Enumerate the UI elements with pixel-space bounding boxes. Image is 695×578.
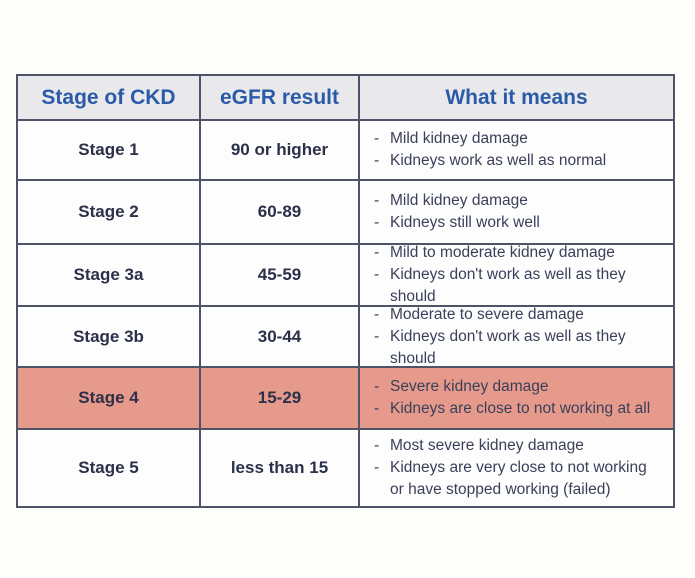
stage-cell-highlighted: Stage 4 <box>18 368 199 428</box>
meaning-text: Most severe kidney damage <box>390 437 584 454</box>
header-egfr-result: eGFR result <box>201 76 358 119</box>
meaning-line: - Mild to moderate kidney damage <box>374 242 667 264</box>
bullet-dash: - <box>374 214 380 231</box>
bullet-dash: - <box>374 152 380 169</box>
egfr-cell: 90 or higher <box>201 121 358 179</box>
meaning-text: Kidneys are close to not working at all <box>390 400 651 417</box>
stage-cell: Stage 3a <box>18 245 199 305</box>
meaning-cell: - Mild to moderate kidney damage - Kidneys… <box>360 242 673 308</box>
meaning-text: Mild kidney damage <box>390 192 528 209</box>
meaning-line: - Kidneys still work well <box>374 212 667 234</box>
bullet-dash: - <box>374 459 380 476</box>
meaning-line: - Kidneys work as well as normal <box>374 150 667 172</box>
stage-cell: Stage 5 <box>18 430 199 506</box>
bullet-dash: - <box>374 378 380 395</box>
meaning-cell: - Mild kidney damage - Kidneys still work … <box>360 181 673 243</box>
meaning-line: - Kidneys don't work as well as they shou… <box>374 264 667 308</box>
stage-cell: Stage 1 <box>18 121 199 179</box>
egfr-cell-highlighted: 15-29 <box>201 368 358 428</box>
stage-cell: Stage 3b <box>18 307 199 366</box>
bullet-dash: - <box>374 400 380 417</box>
meaning-text: Mild to moderate kidney damage <box>390 244 615 261</box>
egfr-cell: 45-59 <box>201 245 358 305</box>
meaning-cell: - Most severe kidney damage - Kidneys are … <box>360 430 673 506</box>
meaning-text: Kidneys still work well <box>390 214 540 231</box>
meaning-text: Severe kidney damage <box>390 378 549 395</box>
bullet-dash: - <box>374 266 380 283</box>
meaning-line-continuation: or have stopped working (failed) <box>374 479 667 501</box>
egfr-cell: 60-89 <box>201 181 358 243</box>
meaning-cell: - Mild kidney damage - Kidneys work as wel… <box>360 121 673 179</box>
bullet-dash: - <box>374 244 380 261</box>
meaning-text: Mild kidney damage <box>390 130 528 147</box>
egfr-cell: 30-44 <box>201 307 358 366</box>
bullet-dash: - <box>374 437 380 454</box>
meaning-text: Moderate to severe damage <box>390 305 584 323</box>
meaning-line: - Severe kidney damage <box>374 376 667 398</box>
meaning-text: or have stopped working (failed) <box>390 481 611 498</box>
meaning-line: - Moderate to severe damage <box>374 304 667 326</box>
meaning-text: Kidneys don't work as well as they shoul… <box>390 266 626 305</box>
meaning-line: - Most severe kidney damage <box>374 435 667 457</box>
meaning-line: - Kidneys are very close to not working <box>374 457 667 479</box>
meaning-line: - Mild kidney damage <box>374 190 667 212</box>
meaning-line: - Mild kidney damage <box>374 128 667 150</box>
header-what-it-means: What it means <box>360 76 673 119</box>
meaning-text: Kidneys are very close to not working <box>390 459 647 476</box>
meaning-cell-highlighted: - Severe kidney damage - Kidneys are close… <box>360 368 673 428</box>
meaning-text: Kidneys don't work as well as they shoul… <box>390 327 626 367</box>
bullet-dash: - <box>374 327 380 345</box>
ckd-stages-table: Stage of CKD eGFR result What it means S… <box>16 74 675 508</box>
bullet-dash: - <box>374 130 380 147</box>
header-stage-of-ckd: Stage of CKD <box>18 76 199 119</box>
egfr-cell: less than 15 <box>201 430 358 506</box>
meaning-line: - Kidneys are close to not working at all <box>374 398 667 420</box>
meaning-text: Kidneys work as well as normal <box>390 152 607 169</box>
bullet-dash: - <box>374 192 380 209</box>
meaning-line: - Kidneys don't work as well as they shou… <box>374 326 667 370</box>
bullet-dash: - <box>374 305 380 323</box>
stage-cell: Stage 2 <box>18 181 199 243</box>
meaning-cell: - Moderate to severe damage - Kidneys don'… <box>360 304 673 367</box>
bullet-dash <box>374 479 390 501</box>
